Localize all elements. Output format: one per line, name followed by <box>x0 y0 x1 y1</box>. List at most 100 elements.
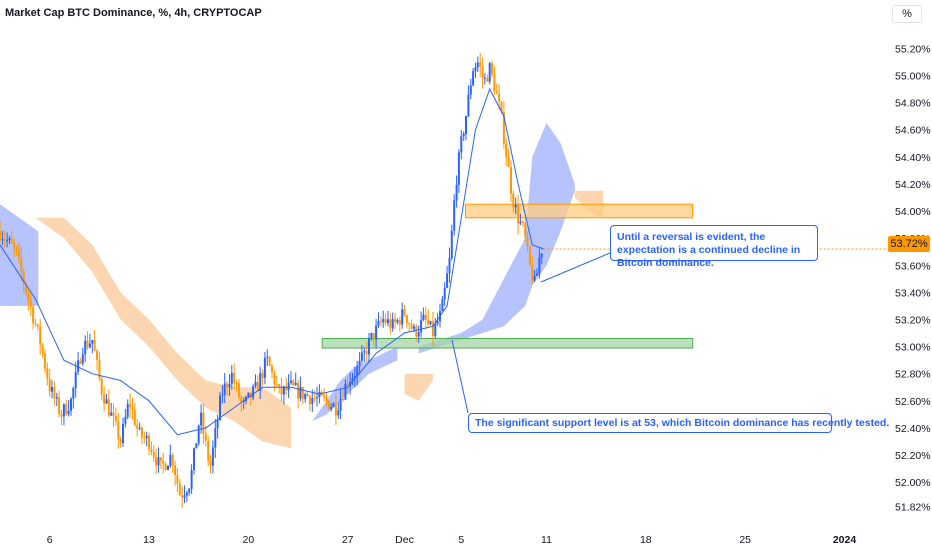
candle <box>197 424 200 446</box>
x-tick-label: 27 <box>342 534 354 546</box>
candle <box>20 247 23 282</box>
support-zone[interactable] <box>321 338 694 349</box>
candle <box>211 440 214 474</box>
x-tick-label: 11 <box>541 534 552 546</box>
candle <box>181 486 184 509</box>
candle <box>514 197 517 215</box>
candle <box>474 62 477 78</box>
candle <box>32 303 35 330</box>
y-tick-label: 52.80% <box>895 369 931 381</box>
y-tick-label: 52.00% <box>895 477 931 489</box>
candle <box>39 319 42 355</box>
x-tick-label: 5 <box>458 534 464 546</box>
support-note[interactable]: The significant support level is at 53, … <box>468 413 889 433</box>
candle <box>334 394 337 425</box>
candle <box>219 391 221 421</box>
candle <box>195 443 198 449</box>
candle <box>174 460 177 486</box>
candle <box>202 403 205 444</box>
candle <box>131 397 134 420</box>
candle <box>382 310 385 328</box>
y-axis: 55.20% 55.00% 54.80% 54.60% 54.40% 54.20% 54.0… <box>895 43 931 513</box>
candle <box>384 313 387 326</box>
candle <box>325 392 328 407</box>
candle <box>360 345 363 364</box>
candle <box>524 218 527 242</box>
candle <box>171 452 174 473</box>
candle <box>223 373 226 404</box>
candle <box>261 369 264 386</box>
candle <box>486 74 489 82</box>
candle <box>429 320 432 326</box>
candle <box>441 296 444 312</box>
x-tick-label: 2024 <box>833 534 857 546</box>
chart-title: Market Cap BTC Dominance, %, 4h, CRYPTOC… <box>5 7 262 19</box>
candle <box>233 363 236 390</box>
candle <box>60 409 63 426</box>
candle <box>105 393 108 404</box>
candle <box>389 312 392 335</box>
y-tick-label: 54.40% <box>895 152 931 164</box>
resistance-zone[interactable] <box>465 203 694 219</box>
candle <box>405 314 408 329</box>
resistance-note-pointer <box>540 252 611 283</box>
candle <box>79 357 82 365</box>
candle <box>256 375 259 392</box>
candle <box>375 318 378 349</box>
candle <box>351 372 354 385</box>
candle <box>285 377 288 395</box>
candle <box>294 372 297 386</box>
candle <box>476 56 479 73</box>
candle <box>119 436 122 448</box>
unit-button[interactable]: % <box>892 5 922 23</box>
candle <box>448 247 451 283</box>
candle <box>207 436 210 467</box>
x-axis: 6 13 20 27 Dec 5 11 18 25 2024 <box>47 534 857 546</box>
candle <box>176 467 179 492</box>
candle <box>178 478 181 496</box>
candle <box>330 403 333 412</box>
candle <box>266 349 269 366</box>
candle <box>228 374 231 396</box>
ma-line <box>0 87 544 436</box>
candlesticks <box>0 52 543 509</box>
candle <box>519 213 522 226</box>
candle <box>493 66 496 95</box>
candle <box>505 138 508 167</box>
candle <box>469 78 472 100</box>
y-tick-label: 54.20% <box>895 179 931 191</box>
candle <box>70 397 72 416</box>
candle <box>278 383 281 394</box>
cloud-bearish-0 <box>35 217 291 449</box>
candle <box>122 417 124 447</box>
candle <box>72 386 75 409</box>
candle <box>185 490 188 503</box>
candle <box>6 232 9 248</box>
resistance-note[interactable]: Until a reversal is evident, the expecta… <box>610 225 818 269</box>
candle <box>114 407 117 426</box>
candle <box>297 380 300 409</box>
candle <box>370 332 373 341</box>
y-tick-label: 54.00% <box>895 206 931 218</box>
candle <box>403 305 406 317</box>
candle <box>531 255 534 285</box>
candle <box>145 431 148 447</box>
x-tick-label: 18 <box>640 534 652 546</box>
candle <box>15 245 18 256</box>
candle <box>396 318 399 325</box>
candle <box>495 83 498 94</box>
y-tick-label: 52.20% <box>895 450 931 462</box>
candle <box>538 248 541 279</box>
candle <box>387 311 389 327</box>
candle <box>140 426 143 445</box>
candle <box>159 457 162 469</box>
candle <box>299 376 302 402</box>
candle <box>129 393 132 418</box>
candle <box>252 384 255 401</box>
support-note-pointer <box>451 339 469 414</box>
candle <box>368 333 370 363</box>
candle <box>363 347 366 362</box>
candle <box>415 324 418 342</box>
